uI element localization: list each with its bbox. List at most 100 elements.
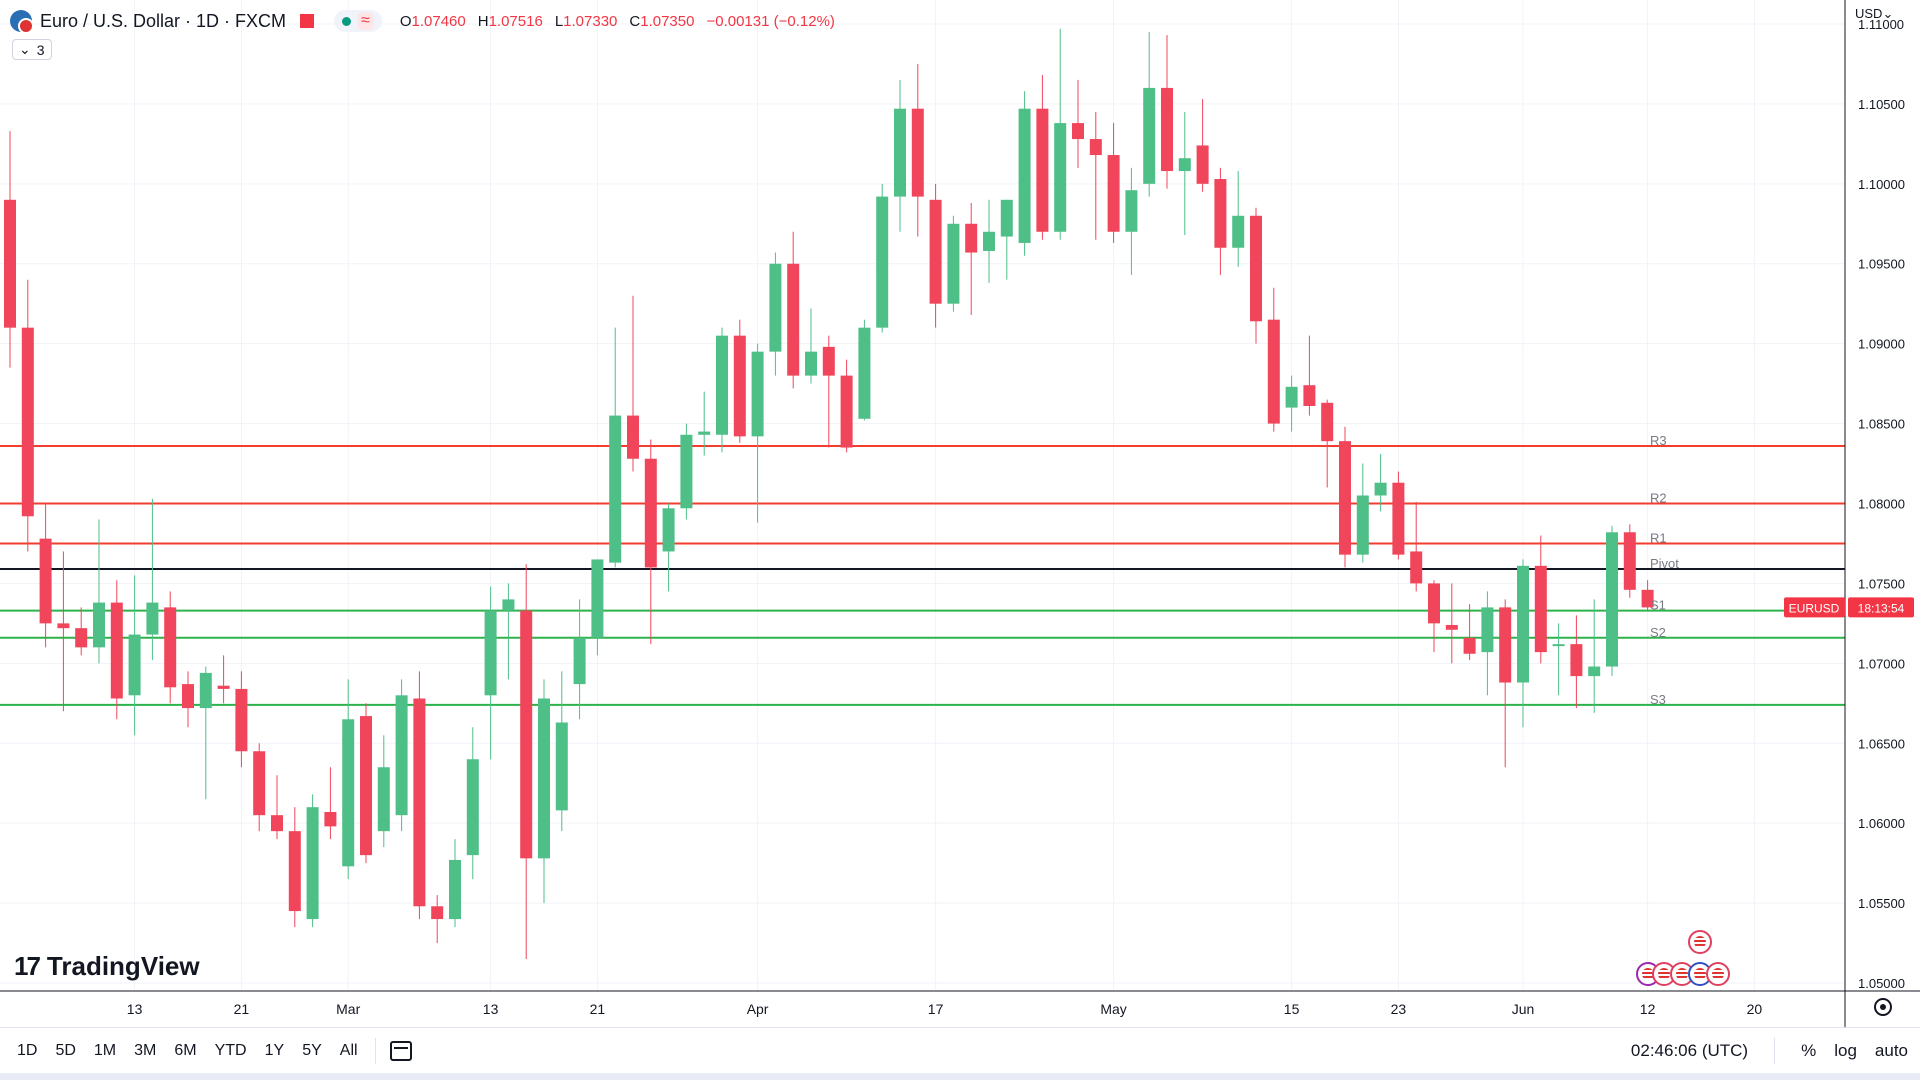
ohlc-value: 1.07460: [411, 12, 466, 30]
ohlc-values: O1.07460 H1.07516 L1.07330 C1.07350 −0.00131…: [400, 13, 835, 30]
tradingview-logo[interactable]: 17 TradingView: [14, 951, 200, 982]
ohlc-item: C1.07350: [629, 13, 694, 30]
candle-body: [627, 415, 639, 459]
ohlc-key: O: [399, 12, 412, 30]
us-flag-event-icon[interactable]: [1706, 962, 1730, 986]
candle-body: [4, 199, 16, 328]
auto-toggle[interactable]: auto: [1874, 1041, 1908, 1060]
candle-body: [413, 698, 426, 907]
range-button-1d[interactable]: 1D: [17, 1042, 38, 1059]
candle-body: [1356, 495, 1369, 555]
currency-selector[interactable]: USD⌄: [1855, 6, 1893, 22]
candle-body: [395, 695, 408, 816]
market-open-dot-icon: [342, 16, 352, 26]
settings-gear-icon[interactable]: [1874, 998, 1892, 1016]
candle-body: [1606, 532, 1618, 667]
percent-toggle[interactable]: %: [1801, 1041, 1817, 1060]
ohlc-value: 1.07350: [640, 12, 695, 30]
currency-pair-icon: [10, 10, 34, 34]
x-tick-label: 12: [1640, 1001, 1656, 1017]
range-button-1y[interactable]: 1Y: [264, 1042, 285, 1059]
candle-body: [538, 698, 550, 859]
ohlc-value: 1.07330: [563, 12, 618, 30]
candle-body: [110, 602, 123, 699]
us-flag-event-icon[interactable]: [1688, 930, 1712, 954]
range-button-6m[interactable]: 6M: [174, 1042, 197, 1059]
range-button-1m[interactable]: 1M: [93, 1042, 117, 1059]
candle-body: [1481, 607, 1494, 653]
y-tick-label: 1.08000: [1858, 496, 1905, 511]
y-tick-label: 1.07500: [1858, 576, 1905, 591]
candle-body: [787, 263, 800, 376]
candle-body: [1339, 441, 1351, 555]
candle-body: [644, 458, 657, 568]
candle-body: [1178, 158, 1191, 172]
candle-body: [840, 375, 853, 448]
wave-icon: ≈: [357, 12, 374, 30]
y-tick-label: 1.08500: [1858, 417, 1905, 432]
ohlc-item: −0.00131 (−0.12%): [706, 13, 834, 30]
candle-body: [733, 335, 746, 437]
candle-body: [217, 685, 230, 689]
range-button-3m[interactable]: 3M: [134, 1042, 157, 1059]
calendar-icon[interactable]: [389, 1041, 412, 1061]
range-button-5y[interactable]: 5Y: [302, 1042, 322, 1059]
price-chart[interactable]: 1.11000 1.10500 1.10000 1.09500 1.09000 1.085…: [0, 0, 1920, 1027]
candle-body: [199, 672, 212, 709]
range-button-all[interactable]: All: [339, 1042, 358, 1059]
pivot-level-label: S1: [1650, 598, 1666, 613]
x-tick-label: 21: [234, 1001, 250, 1017]
flag-icon[interactable]: [300, 14, 315, 28]
candle-body: [662, 508, 675, 552]
chevron-down-icon: ⌄: [19, 41, 31, 57]
candle-body: [484, 610, 497, 696]
us-flag-event-icon[interactable]: [1670, 962, 1694, 986]
ohlc-key: L: [554, 12, 564, 30]
candle-body: [983, 231, 995, 251]
candle-body: [1303, 385, 1316, 406]
candle-body: [288, 831, 301, 912]
x-tick-label: May: [1100, 1001, 1126, 1017]
indicators-toggle[interactable]: ⌄ 3: [12, 39, 52, 60]
candle-body: [431, 906, 444, 920]
candle-body: [876, 196, 889, 328]
candle-body: [1552, 644, 1565, 647]
bottom-toolbar: 1D 5D 1M 3M 6M YTD 1Y 5Y All 02:46:06 (UTC) % lo…: [0, 1027, 1920, 1074]
candle-body: [555, 722, 568, 811]
candle-body: [609, 415, 622, 563]
y-tick-label: 1.10500: [1858, 97, 1905, 112]
ohlc-key: C: [629, 12, 641, 30]
y-tick-label: 1.06000: [1858, 816, 1905, 831]
symbol-title[interactable]: Euro / U.S. Dollar · 1D · FXCM: [40, 10, 287, 31]
y-tick-label: 1.06500: [1858, 736, 1905, 751]
x-tick-label: 15: [1284, 1001, 1300, 1017]
candle-body: [1267, 319, 1280, 424]
candle-body: [1641, 589, 1654, 608]
candle-body: [449, 859, 461, 920]
countdown-tag-label: 18:13:54: [1858, 601, 1905, 615]
utc-clock[interactable]: 02:46:06 (UTC): [1630, 1041, 1749, 1060]
pivot-level-label: R1: [1650, 530, 1667, 545]
candle-body: [1143, 87, 1156, 184]
candle-body: [1214, 179, 1227, 248]
pivot-level-label: S2: [1650, 625, 1666, 640]
x-tick-label: 23: [1391, 1001, 1407, 1017]
range-button-5d[interactable]: 5D: [55, 1042, 76, 1059]
range-buttons: 1D 5D 1M 3M 6M YTD 1Y 5Y All: [8, 1042, 367, 1060]
candle-body: [1445, 624, 1458, 630]
log-toggle[interactable]: log: [1834, 1041, 1857, 1060]
ohlc-item: O1.07460: [400, 13, 466, 30]
candle-body: [1463, 637, 1476, 654]
candle-body: [1072, 123, 1084, 140]
candle-body: [1000, 199, 1013, 237]
range-button-ytd[interactable]: YTD: [214, 1042, 247, 1059]
y-tick-label: 1.07000: [1858, 656, 1905, 671]
y-tick-label: 1.09000: [1858, 337, 1905, 352]
pivot-level-label: S3: [1650, 692, 1666, 707]
candle-body: [1570, 644, 1583, 677]
candle-body: [1018, 108, 1031, 243]
market-status-pill[interactable]: ≈: [334, 10, 382, 32]
candle-body: [1125, 190, 1138, 232]
candle-body: [1107, 155, 1120, 232]
candle-body: [1623, 532, 1636, 590]
